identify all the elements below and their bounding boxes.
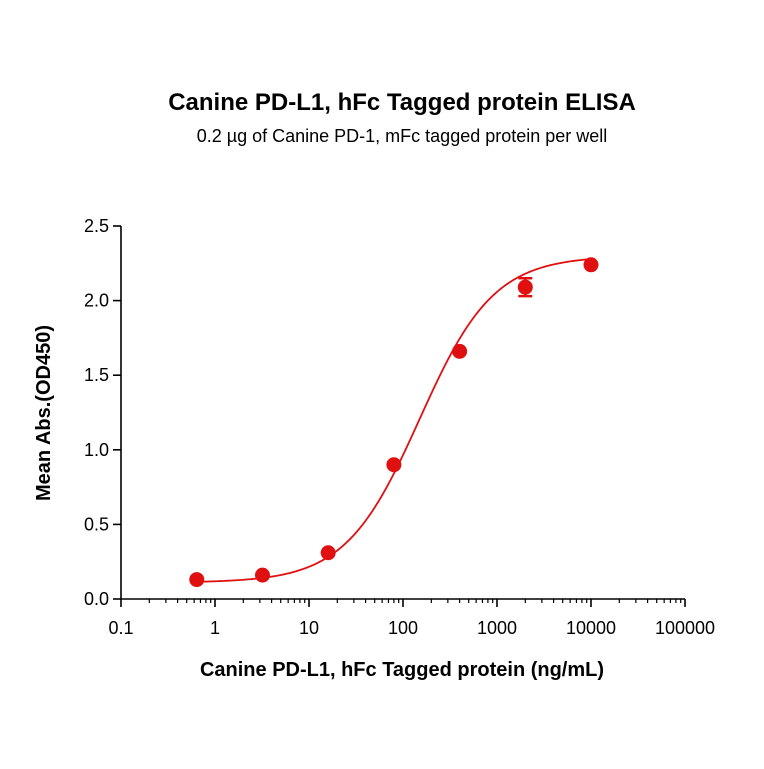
- data-point: [452, 343, 468, 359]
- x-axis-label: Canine PD-L1, hFc Tagged protein (ng/mL): [200, 659, 604, 681]
- y-tick-label: 0.5: [84, 514, 109, 534]
- data-point: [320, 545, 336, 561]
- x-tick-label: 100000: [655, 618, 715, 638]
- chart-title: Canine PD-L1, hFc Tagged protein ELISA: [168, 89, 636, 116]
- y-tick-label: 1.0: [84, 440, 109, 460]
- plot-area: 0.0 0.5 1.0 1.5 2.0 2.5 0.1 1 10 100 1000 10000 1000…: [84, 216, 715, 638]
- y-tick-label: 2.0: [84, 291, 109, 311]
- chart-subtitle: 0.2 µg of Canine PD-1, mFc tagged protei…: [197, 126, 608, 146]
- data-point: [583, 257, 599, 273]
- x-tick-label: 1: [210, 618, 220, 638]
- y-tick-label: 2.5: [84, 216, 109, 236]
- x-tick-label: 100: [388, 618, 418, 638]
- y-tick-label: 1.5: [84, 365, 109, 385]
- x-tick-label: 1000: [477, 618, 517, 638]
- fit-curve: [196, 258, 592, 583]
- y-tick-label: 0.0: [84, 589, 109, 609]
- x-tick-label: 10: [299, 618, 319, 638]
- y-axis-label: Mean Abs.(OD450): [33, 325, 55, 501]
- data-point: [386, 457, 402, 473]
- data-point: [189, 572, 205, 588]
- x-tick-label: 10000: [566, 618, 616, 638]
- x-tick-label: 0.1: [108, 618, 133, 638]
- data-point: [254, 567, 270, 583]
- data-point: [517, 279, 533, 295]
